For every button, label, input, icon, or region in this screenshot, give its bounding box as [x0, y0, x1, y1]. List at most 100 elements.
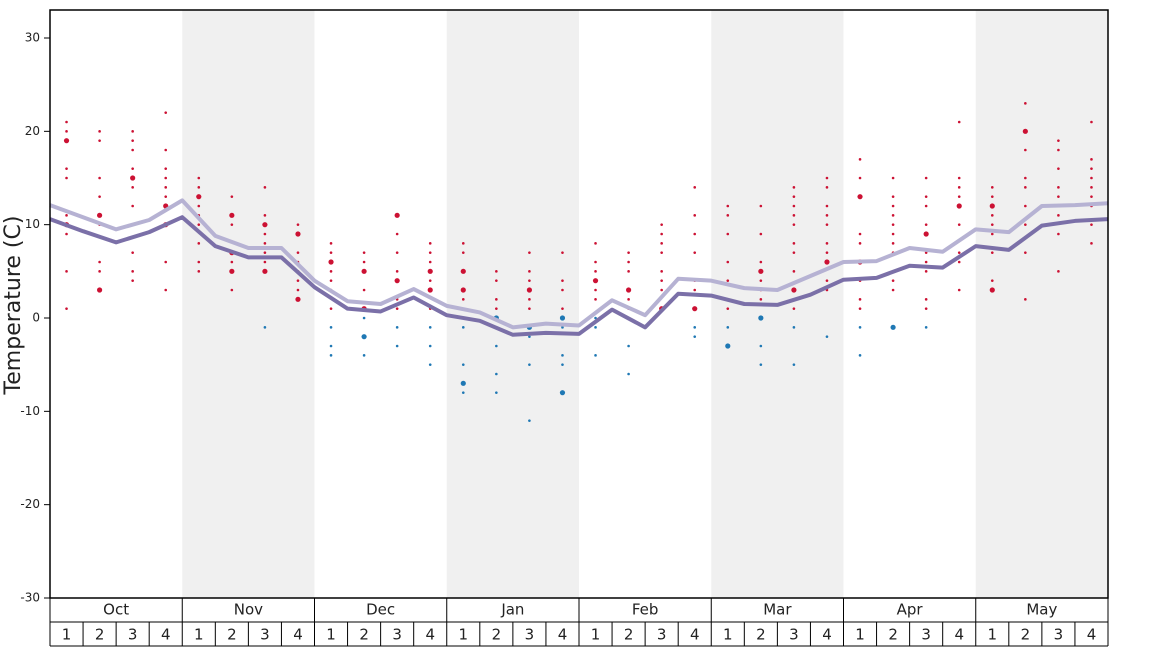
temperature-dot	[660, 270, 663, 273]
temperature-dot	[1057, 270, 1060, 273]
temperature-dot	[65, 270, 68, 273]
temperature-dot	[1090, 242, 1093, 245]
temperature-dot	[957, 195, 961, 198]
temperature-dot	[726, 279, 730, 282]
temperature-dot	[990, 279, 994, 282]
temperature-dot	[263, 214, 267, 217]
temperature-dot	[329, 251, 333, 254]
week-label: 4	[690, 626, 700, 644]
week-label: 1	[62, 626, 72, 644]
temperature-dot	[1057, 167, 1060, 170]
temperature-dot	[528, 335, 531, 338]
temperature-dot	[957, 176, 961, 180]
temperature-dot	[395, 270, 399, 273]
temperature-dot	[693, 288, 697, 292]
temperature-dot	[627, 260, 630, 264]
temperature-dot	[693, 335, 697, 338]
temperature-dot	[858, 232, 862, 236]
y-tick-label: 20	[25, 124, 40, 138]
temperature-dot	[428, 363, 432, 366]
temperature-dot	[1024, 223, 1027, 226]
temperature-dot	[660, 279, 663, 282]
temperature-dot	[329, 354, 333, 357]
temperature-dot	[825, 251, 829, 254]
temperature-dot	[627, 270, 630, 273]
temperature-dot	[759, 260, 763, 264]
temperature-dot	[65, 214, 68, 217]
temperature-dot	[990, 251, 994, 254]
temperature-dot	[329, 279, 333, 282]
temperature-dot	[362, 251, 366, 254]
temperature-dot	[1024, 186, 1027, 189]
temperature-dot	[792, 214, 796, 217]
temperature-dot	[792, 186, 796, 189]
month-label: Nov	[234, 601, 263, 619]
temperature-dot	[296, 279, 300, 282]
temperature-dot	[1090, 120, 1093, 124]
temperature-dot	[1090, 223, 1093, 226]
temperature-dot	[98, 130, 101, 133]
y-tick-label: -10	[20, 404, 40, 418]
week-label: 1	[988, 626, 998, 644]
temperature-dot	[362, 316, 366, 320]
temperature-dot	[693, 326, 697, 329]
temperature-dot	[460, 380, 466, 386]
temperature-dot	[825, 242, 829, 245]
temperature-dot	[891, 288, 895, 292]
temperature-dot	[296, 223, 300, 226]
temperature-dot	[528, 363, 531, 366]
month-shade	[975, 10, 1108, 598]
temperature-dot	[197, 260, 201, 264]
temperature-dot	[726, 260, 730, 264]
week-label: 1	[855, 626, 865, 644]
temperature-dot	[1024, 176, 1027, 180]
temperature-dot	[627, 251, 630, 254]
temperature-dot	[164, 186, 168, 189]
temperature-dot	[328, 259, 334, 265]
temperature-dot	[858, 298, 862, 301]
temperature-dot	[329, 326, 333, 329]
temperature-dot	[96, 212, 103, 218]
temperature-dot	[329, 242, 333, 245]
temperature-dot	[395, 344, 399, 348]
temperature-dot	[197, 242, 201, 245]
temperature-dot	[891, 204, 895, 208]
temperature-dot	[131, 251, 134, 254]
temperature-dot	[792, 307, 796, 310]
month-label: Apr	[897, 601, 924, 619]
week-label: 3	[525, 626, 535, 644]
temperature-dot	[131, 186, 134, 189]
month-label: Feb	[632, 601, 659, 619]
temperature-dot	[990, 223, 994, 226]
temperature-dot	[726, 232, 730, 236]
temperature-dot	[792, 363, 796, 366]
temperature-dot	[428, 242, 432, 245]
temperature-dot	[131, 279, 134, 282]
temperature-dot	[131, 139, 134, 142]
temperature-dot	[891, 176, 895, 180]
temperature-dot	[759, 298, 763, 301]
temperature-dot	[858, 354, 862, 357]
temperature-dot	[561, 288, 564, 292]
temperature-dot	[1057, 186, 1060, 189]
temperature-dot	[693, 232, 697, 236]
temperature-dot	[96, 287, 103, 293]
temperature-dot	[627, 344, 630, 348]
temperature-dot	[693, 214, 697, 217]
temperature-dot	[1057, 232, 1060, 236]
temperature-dot	[990, 186, 994, 189]
month-label: May	[1026, 601, 1057, 619]
temperature-dot	[131, 204, 134, 208]
temperature-dot	[295, 231, 301, 237]
temperature-dot	[230, 223, 234, 226]
temperature-dot	[1090, 195, 1093, 198]
temperature-dot	[460, 268, 466, 274]
y-tick-label: 30	[25, 31, 40, 45]
temperature-dot	[1024, 204, 1027, 208]
temperature-dot	[561, 251, 564, 254]
temperature-dot	[528, 419, 531, 422]
temperature-dot	[395, 307, 399, 310]
temperature-dot	[197, 186, 201, 189]
temperature-dot	[230, 288, 234, 292]
